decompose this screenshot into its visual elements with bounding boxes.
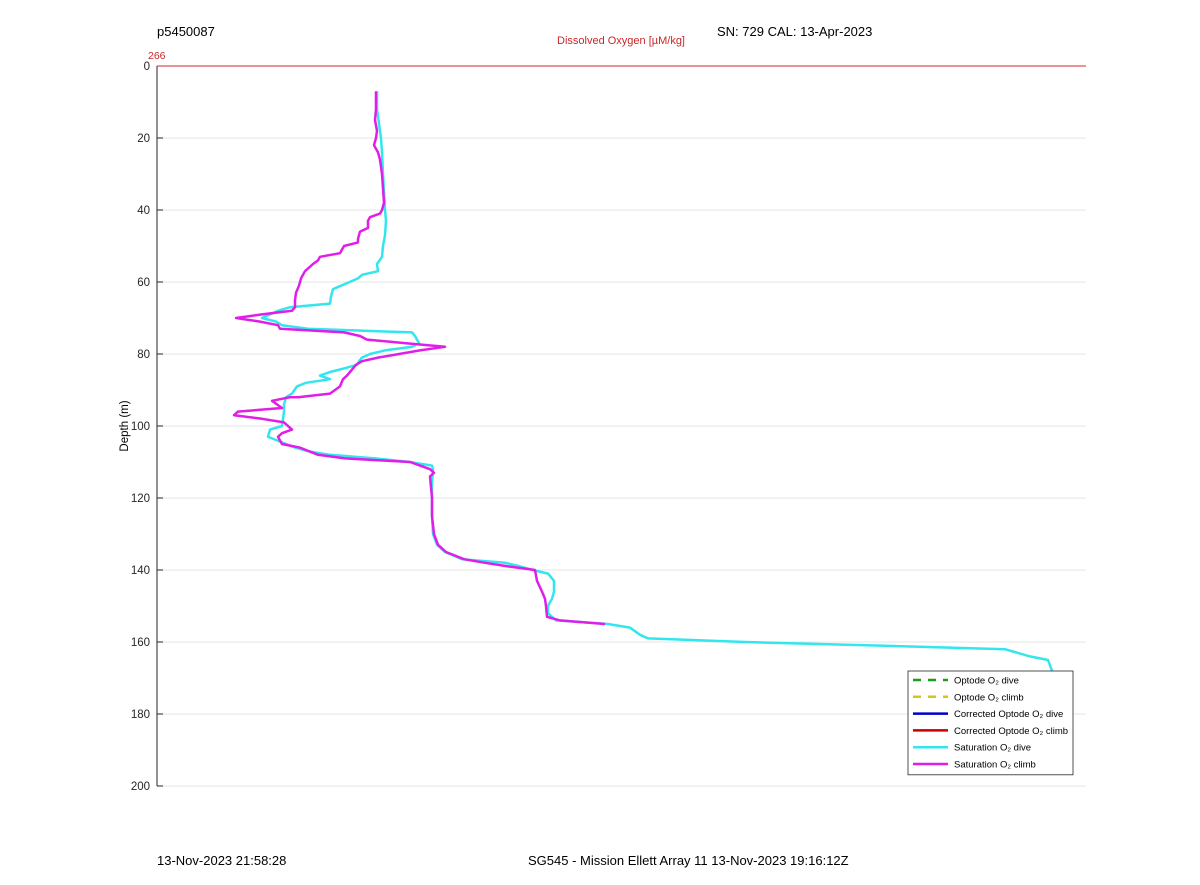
y-tick-label-140: 140	[131, 565, 150, 577]
legend-label-1: Optode O₂ climb	[954, 692, 1024, 703]
legend-label-0: Optode O₂ dive	[954, 676, 1019, 687]
gridlines	[157, 137, 1086, 787]
legend-label-5: Saturation O₂ climb	[954, 760, 1036, 771]
footer-timestamp: 13-Nov-2023 21:58:28	[157, 853, 287, 868]
y-tick-label-100: 100	[131, 421, 150, 433]
legend-label-3: Corrected Optode O₂ climb	[954, 726, 1068, 737]
legend: Optode O₂ dive Optode O₂ climb Corrected O…	[907, 670, 1074, 776]
axes: 0 20 40 60 80 100 120 140 160 180 200	[131, 61, 1086, 793]
y-tick-label-160: 160	[131, 637, 150, 649]
sensor-info: SN: 729 CAL: 13-Apr-2023	[717, 24, 873, 39]
series-lines	[232, 91, 1058, 679]
footer-mission: SG545 - Mission Ellett Array 11 13-Nov-2…	[528, 853, 849, 868]
y-tick-label-80: 80	[137, 349, 150, 361]
y-tick-label-0: 0	[144, 61, 150, 73]
series-line-5	[232, 91, 606, 626]
top-axis-label: Dissolved Oxygen [µM/kg]	[557, 35, 685, 47]
profile-id: p5450087	[157, 24, 215, 39]
series-line-4	[260, 91, 1058, 679]
y-tick-label-40: 40	[137, 205, 150, 217]
y-tick-label-20: 20	[137, 133, 150, 145]
legend-box	[907, 670, 1074, 776]
y-tick-label-120: 120	[131, 493, 150, 505]
legend-label-4: Saturation O₂ dive	[954, 743, 1031, 754]
y-tick-label-60: 60	[137, 277, 150, 289]
y-tick-label-180: 180	[131, 709, 150, 721]
top-axis-tick-label: 266	[148, 50, 166, 62]
y-tick-label-200: 200	[131, 781, 150, 793]
legend-label-2: Corrected Optode O₂ dive	[954, 709, 1063, 720]
